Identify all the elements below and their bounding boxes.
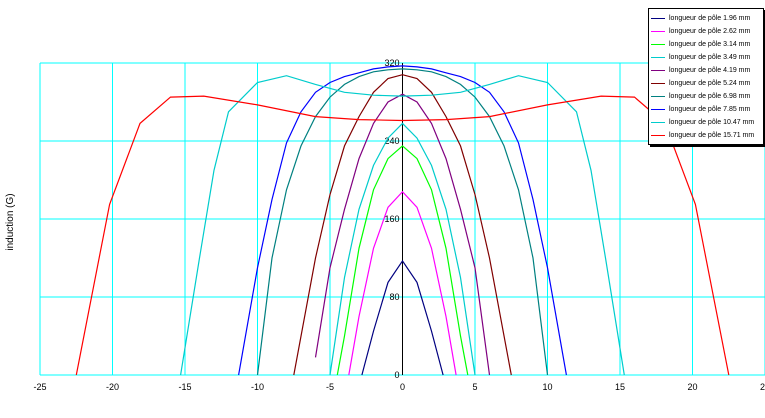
x-tick-label: 5 (472, 382, 477, 392)
legend-swatch (651, 121, 665, 123)
legend-item: longueur de pôle 2.62 mm (651, 26, 750, 36)
legend-swatch (651, 82, 665, 84)
tick-labels: -25 -20 -15 -10 -5 0 5 10 15 20 25 0 80 160 240 320 (33, 58, 765, 392)
grid (39, 62, 765, 376)
series-line-9 (180, 75, 625, 376)
x-tick-label: -25 (33, 382, 46, 392)
legend-swatch (651, 43, 665, 45)
x-tick-label: 20 (687, 382, 697, 392)
legend: longueur de pôle 1.96 mm longueur de pôle… (648, 8, 764, 145)
legend-swatch (651, 134, 665, 136)
series-line-7 (256, 68, 549, 376)
legend-label: longueur de pôle 2.62 mm (669, 27, 751, 35)
legend-swatch (651, 30, 665, 32)
legend-item: longueur de pôle 3.49 mm (651, 52, 750, 62)
x-tick-label: -20 (106, 382, 119, 392)
legend-swatch (651, 69, 665, 71)
series-line-8 (238, 65, 567, 376)
x-tick-label: -10 (251, 382, 264, 392)
series-line-3 (336, 145, 469, 376)
legend-swatch (651, 56, 665, 58)
legend-label: longueur de pôle 10.47 mm (669, 118, 755, 126)
x-tick-label: -15 (178, 382, 191, 392)
legend-swatch (651, 95, 665, 97)
legend-label: longueur de pôle 15.71 mm (669, 131, 755, 139)
legend-label: longueur de pôle 1.96 mm (669, 14, 751, 22)
series-line-2 (348, 190, 457, 376)
legend-label: longueur de pôle 3.14 mm (669, 40, 751, 48)
legend-label: longueur de pôle 4.19 mm (669, 66, 751, 74)
legend-item: longueur de pôle 4.19 mm (651, 65, 750, 75)
series-line-5 (314, 93, 491, 376)
legend-item: longueur de pôle 3.14 mm (651, 39, 750, 49)
y-tick-label: 0 (394, 370, 399, 380)
legend-label: longueur de pôle 6.98 mm (669, 92, 751, 100)
y-tick-label: 160 (384, 214, 399, 224)
y-axis-title: induction (G) (5, 193, 16, 250)
y-tick-label: 320 (384, 58, 399, 68)
legend-item: longueur de pôle 5.24 mm (651, 78, 750, 88)
legend-label: longueur de pôle 3.49 mm (669, 53, 751, 61)
legend-item: longueur de pôle 10.47 mm (651, 117, 754, 127)
legend-swatch (651, 17, 665, 19)
x-tick-label: 0 (400, 382, 405, 392)
series-line-10 (75, 95, 730, 376)
series-line-4 (329, 122, 476, 376)
legend-item: longueur de pôle 15.71 mm (651, 130, 754, 140)
legend-item: longueur de pôle 7.85 mm (651, 104, 750, 114)
legend-item: longueur de pôle 1.96 mm (651, 13, 750, 23)
x-tick-label: -5 (326, 382, 334, 392)
legend-label: longueur de pôle 5.24 mm (669, 79, 751, 87)
y-tick-label: 80 (389, 292, 399, 302)
series-line-1 (361, 259, 444, 376)
legend-label: longueur de pôle 7.85 mm (669, 105, 751, 113)
y-tick-label: 240 (384, 136, 399, 146)
series-line-6 (293, 74, 512, 376)
series-lines (75, 65, 730, 376)
x-tick-label: 15 (615, 382, 625, 392)
legend-item: longueur de pôle 6.98 mm (651, 91, 750, 101)
legend-swatch (651, 108, 665, 110)
x-tick-label: 25 (760, 382, 765, 392)
x-tick-label: 10 (542, 382, 552, 392)
